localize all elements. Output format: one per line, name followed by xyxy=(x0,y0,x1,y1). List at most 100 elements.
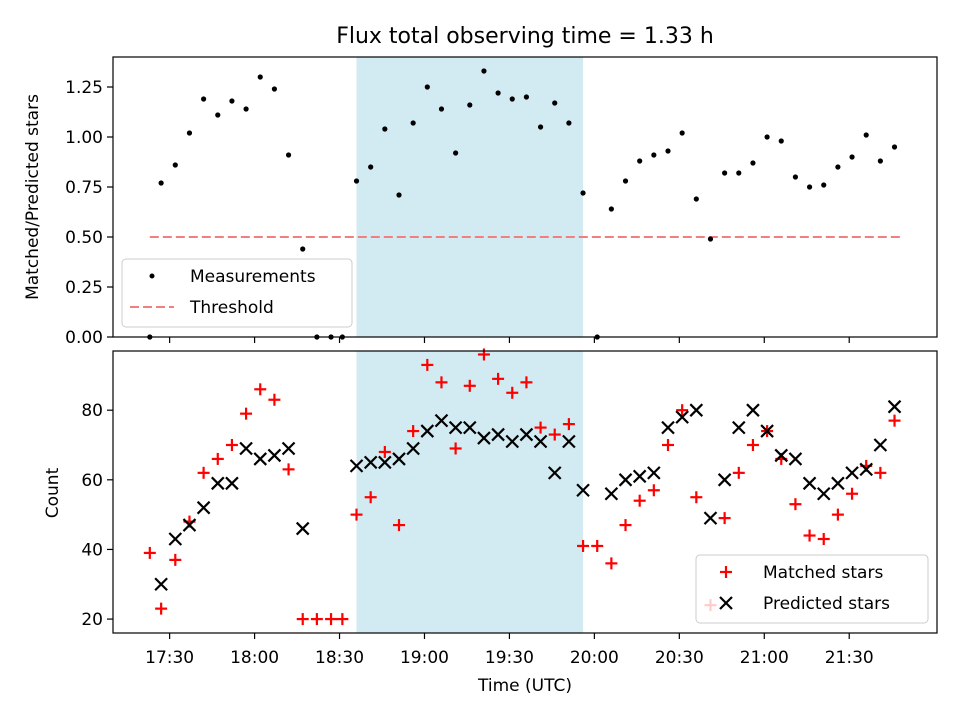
predicted-marker-stroke xyxy=(363,455,378,470)
matched-star-point xyxy=(803,529,816,542)
ratio-y-tick-label: 0.75 xyxy=(65,178,103,198)
predicted-marker-stroke xyxy=(434,413,449,428)
predicted-marker-stroke xyxy=(562,434,576,449)
measurement-point xyxy=(453,150,459,156)
predicted-marker-stroke xyxy=(661,420,675,435)
matched-star-point xyxy=(296,613,309,626)
predicted-marker-stroke xyxy=(253,452,268,466)
predicted-star-point xyxy=(887,399,902,414)
measurement-point xyxy=(877,158,883,164)
measurement-point xyxy=(285,152,292,158)
matched-star-point xyxy=(520,376,533,389)
measurement-point xyxy=(693,196,699,202)
predicted-marker-stroke xyxy=(239,441,253,456)
measurement-point xyxy=(863,132,869,138)
predicted-star-point xyxy=(746,403,760,417)
measurement-point xyxy=(821,182,827,188)
predicted-star-point xyxy=(491,427,505,442)
legend-matched-label: Matched stars xyxy=(763,563,883,583)
predicted-marker-stroke xyxy=(703,511,718,525)
predicted-marker-stroke xyxy=(732,420,746,435)
predicted-star-point xyxy=(873,438,888,452)
ratio-y-tick-label: 0.50 xyxy=(65,228,103,248)
ratio-y-axis-label: Matched/Predicted stars xyxy=(23,94,43,300)
observing-window-shade-top xyxy=(356,57,584,337)
predicted-marker-stroke xyxy=(349,459,364,473)
measurement-point xyxy=(257,74,263,80)
legend-predicted-marker xyxy=(719,596,733,610)
shaded-span-top xyxy=(356,57,584,337)
predicted-marker-stroke xyxy=(873,438,888,452)
predicted-star-point xyxy=(239,441,253,456)
predicted-marker-stroke xyxy=(576,483,590,498)
x-tick-label: 18:00 xyxy=(230,648,279,668)
measurement-point xyxy=(509,96,515,102)
predicted-star-point xyxy=(182,518,197,532)
matched-star-point xyxy=(548,428,561,441)
measurement-point xyxy=(849,154,855,160)
measurement-point xyxy=(382,126,388,132)
predicted-marker-stroke xyxy=(618,473,633,487)
matched-star-point xyxy=(392,519,405,532)
matched-star-point xyxy=(647,484,660,497)
matched-star-point xyxy=(407,425,420,438)
matched-star-point xyxy=(817,533,830,545)
measurement-point xyxy=(806,184,813,190)
predicted-star-point xyxy=(505,434,520,449)
matched-star-point xyxy=(197,466,210,479)
x-tick-label: 19:00 xyxy=(400,648,449,668)
matched-star-point xyxy=(874,466,887,479)
predicted-star-point xyxy=(477,431,491,445)
predicted-star-point xyxy=(392,452,406,466)
predicted-star-point xyxy=(295,521,310,536)
predicted-star-point xyxy=(281,441,296,456)
measurement-point xyxy=(481,68,487,74)
x-tick-label: 21:30 xyxy=(825,648,874,668)
matched-star-point xyxy=(690,491,703,504)
measurement-point xyxy=(186,130,193,136)
matched-star-point xyxy=(534,421,547,434)
predicted-marker-stroke xyxy=(845,466,859,480)
matched-star-point xyxy=(831,508,844,521)
predicted-marker-stroke xyxy=(760,424,774,438)
matched-star-point xyxy=(378,445,391,458)
measurement-point xyxy=(229,98,235,104)
predicted-marker-stroke xyxy=(491,427,505,442)
matched-star-point xyxy=(676,404,689,417)
measurement-point xyxy=(580,190,586,196)
predicted-star-point xyxy=(604,486,619,501)
predicted-marker-stroke xyxy=(831,476,845,491)
predicted-marker-stroke xyxy=(281,441,296,456)
matched-star-point xyxy=(718,512,731,525)
predicted-star-point xyxy=(196,500,211,515)
measurement-point xyxy=(523,94,530,100)
predicted-marker-stroke xyxy=(632,469,647,484)
x-tick-label: 20:00 xyxy=(570,648,619,668)
measurement-point xyxy=(679,130,685,136)
predicted-marker-stroke xyxy=(420,424,435,438)
ratio-y-tick-label: 0.25 xyxy=(65,278,103,298)
predicted-star-point xyxy=(576,483,590,498)
predicted-marker-stroke xyxy=(448,420,463,435)
matched-star-point xyxy=(577,539,590,552)
matched-star-point xyxy=(562,418,575,431)
x-tick-label: 19:30 xyxy=(485,648,534,668)
x-tick-label: 17:30 xyxy=(145,648,194,668)
predicted-marker-stroke xyxy=(533,434,548,449)
x-tick-label: 18:30 xyxy=(315,648,364,668)
matched-star-point xyxy=(633,494,646,507)
measurement-point xyxy=(201,96,207,102)
predicted-star-point xyxy=(845,466,859,480)
count-y-tick-label: 40 xyxy=(81,540,103,560)
measurement-point xyxy=(396,192,402,198)
predicted-marker-stroke xyxy=(774,448,789,463)
count-legend: Matched stars Predicted stars xyxy=(695,554,929,624)
measurement-point xyxy=(665,148,671,154)
measurement-point xyxy=(891,144,898,150)
matched-star-point xyxy=(282,463,295,476)
count-y-tick-label: 60 xyxy=(81,471,103,491)
measurement-point xyxy=(438,106,445,112)
count-points xyxy=(143,348,902,626)
measurement-point xyxy=(608,206,614,212)
predicted-star-point xyxy=(632,469,647,484)
